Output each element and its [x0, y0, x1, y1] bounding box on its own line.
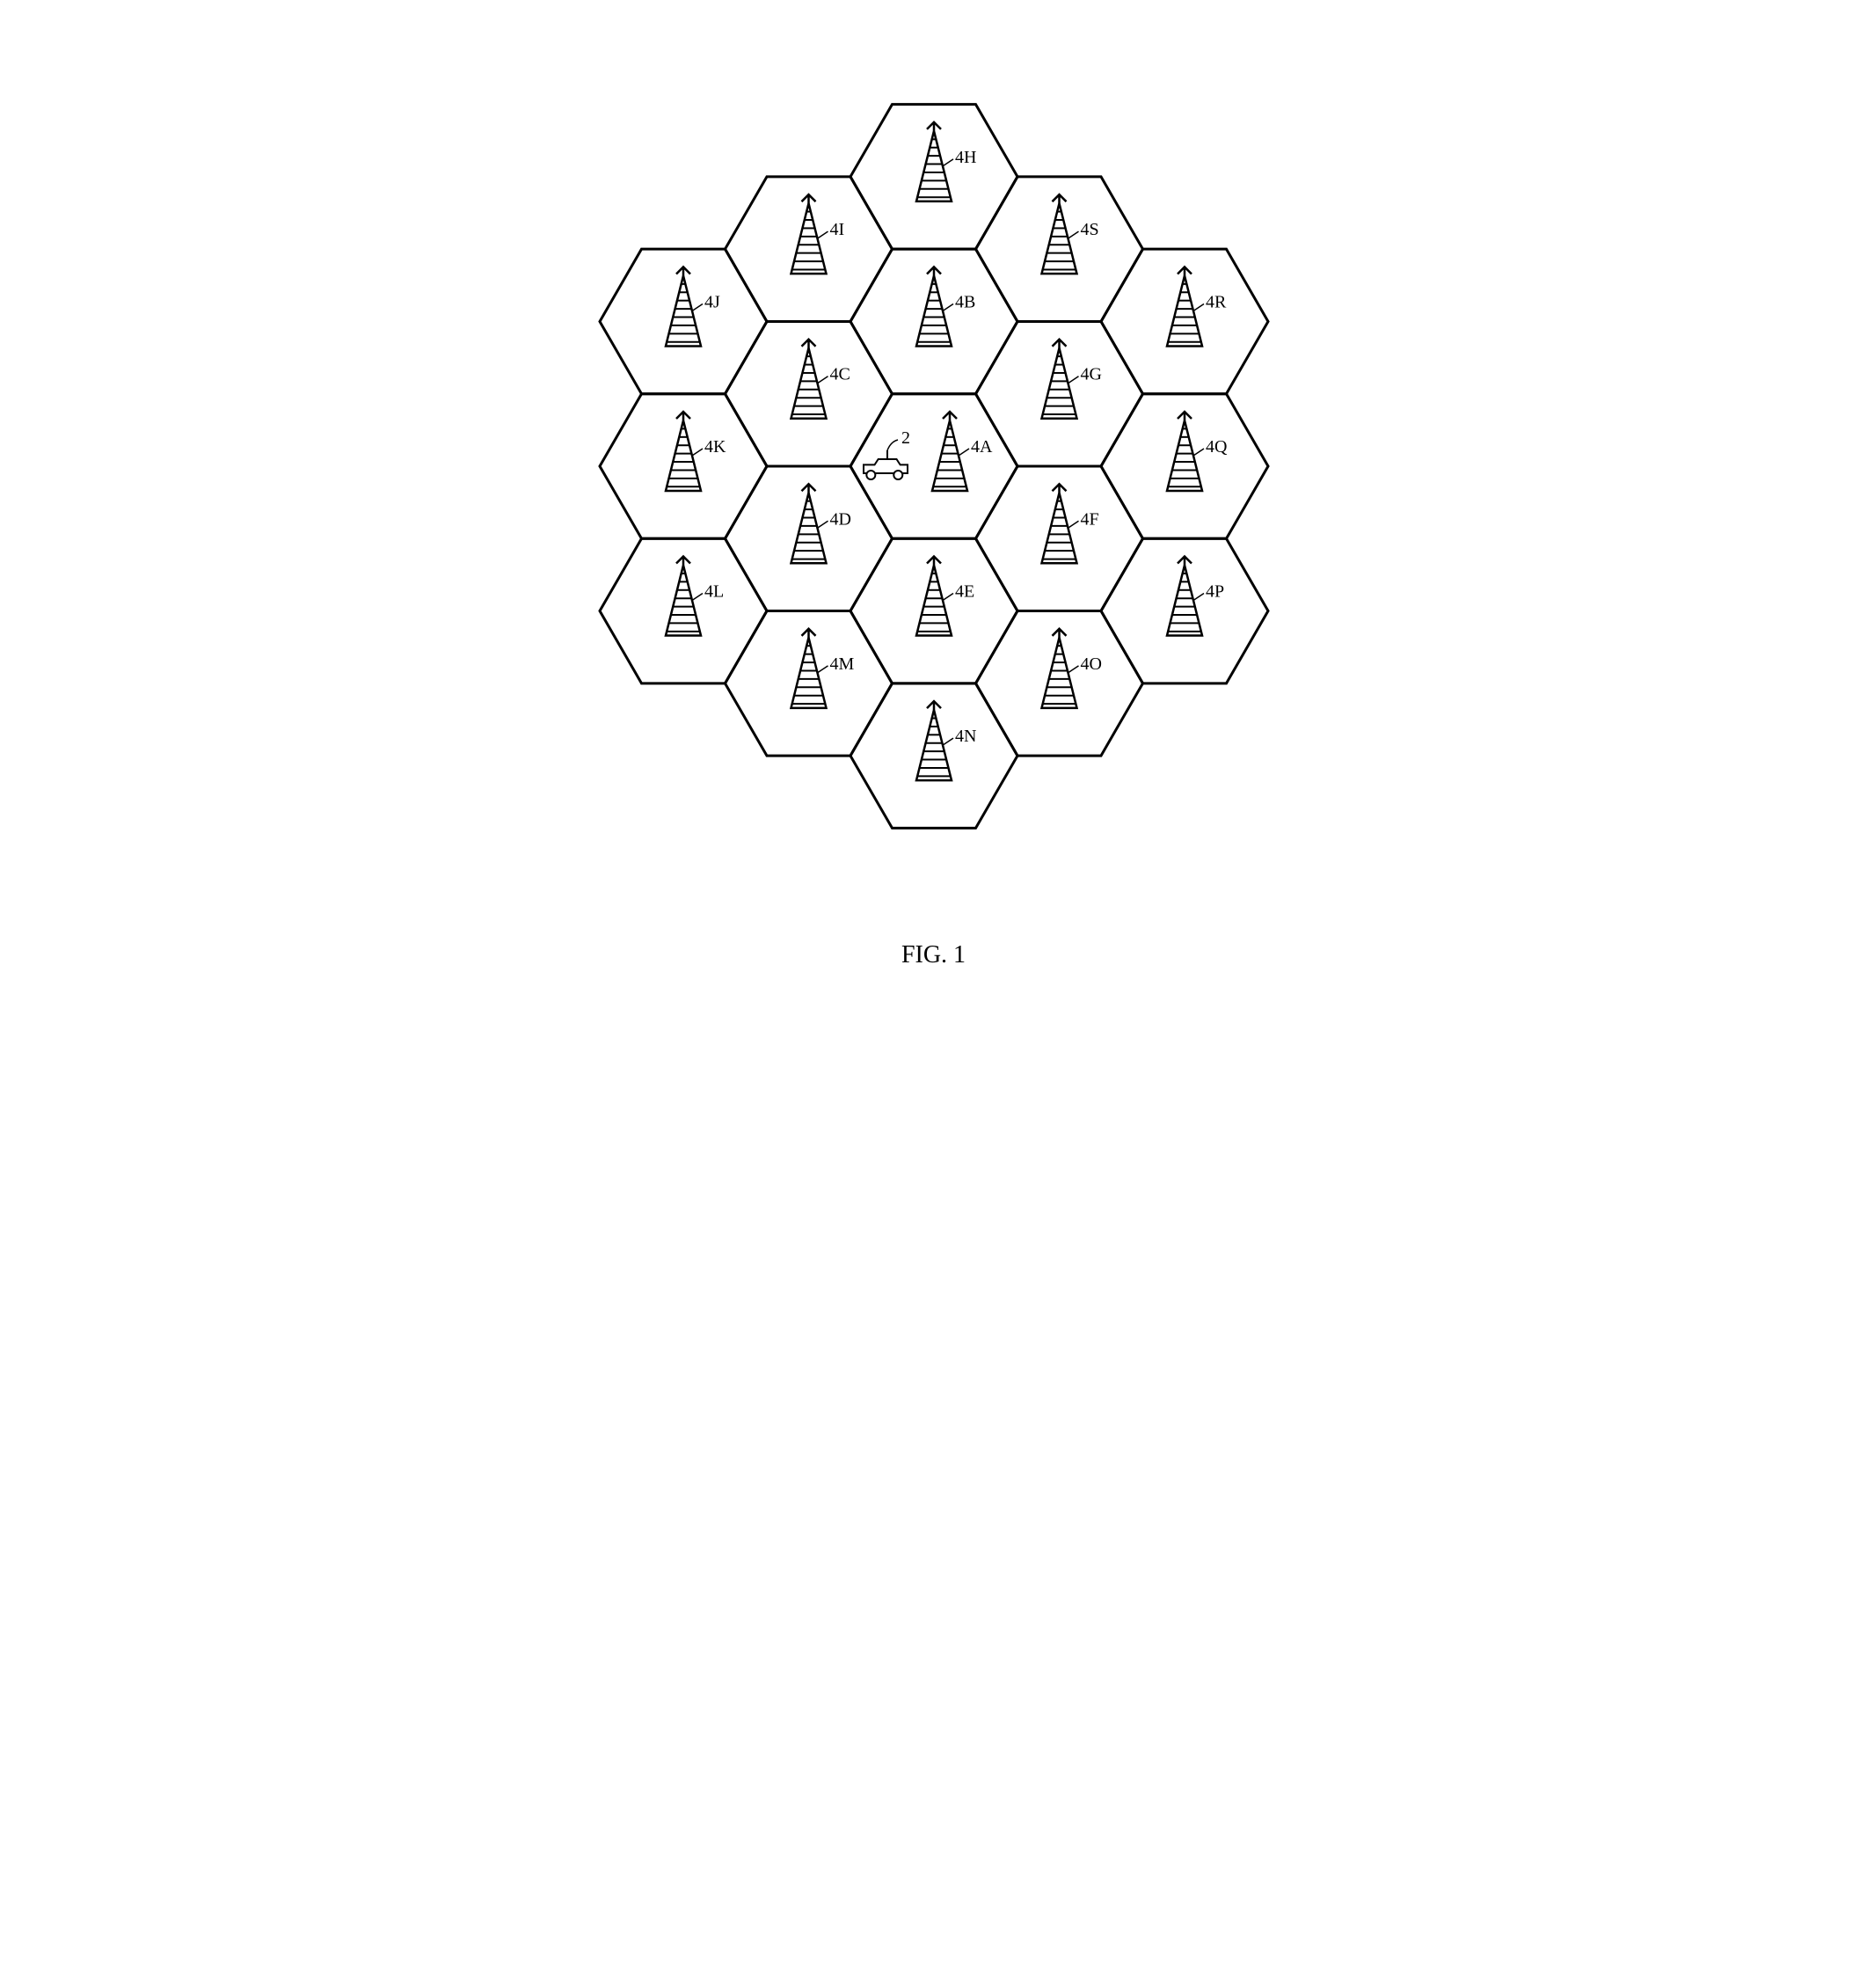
- cell-label-4I: 4I: [817, 220, 844, 239]
- cell-label-4A: 4A: [959, 437, 993, 457]
- svg-text:4F: 4F: [1080, 509, 1098, 529]
- tower-icon-4P: [1167, 557, 1202, 636]
- tower-icon-4E: [916, 557, 952, 636]
- tower-icon-4J: [666, 267, 701, 346]
- svg-text:4K: 4K: [704, 437, 726, 457]
- tower-icon-4C: [791, 340, 826, 419]
- tower-icon-4K: [666, 412, 701, 491]
- tower-icon-4R: [1167, 267, 1202, 346]
- svg-text:4I: 4I: [829, 220, 844, 239]
- tower-icon-4G: [1041, 340, 1076, 419]
- hex-grid-svg: 4A 2 4B 4C 4D 4E 4F 4G 4H 4I 4J 4K 4L 4M 4N 4O 4P 4Q 4R 4S: [494, 35, 1374, 915]
- cell-label-4N: 4N: [943, 727, 976, 746]
- svg-text:4E: 4E: [955, 582, 974, 602]
- svg-text:4P: 4P: [1206, 582, 1224, 602]
- svg-text:4O: 4O: [1080, 654, 1101, 674]
- cell-label-4R: 4R: [1193, 292, 1227, 311]
- tower-icon-4B: [916, 267, 952, 346]
- svg-text:4D: 4D: [829, 509, 850, 529]
- tower-icon-4S: [1041, 194, 1076, 274]
- svg-text:4C: 4C: [829, 365, 850, 384]
- cell-label-4Q: 4Q: [1193, 437, 1228, 457]
- svg-text:4G: 4G: [1080, 365, 1101, 384]
- cell-label-4S: 4S: [1068, 220, 1098, 239]
- svg-text:2: 2: [901, 428, 910, 448]
- tower-icon-4L: [666, 557, 701, 636]
- figure-caption: FIG. 1: [35, 941, 1832, 969]
- cell-label-4L: 4L: [692, 582, 724, 602]
- cell-label-4O: 4O: [1068, 654, 1101, 674]
- tower-icon-4I: [791, 194, 826, 274]
- tower-icon-4M: [791, 629, 826, 708]
- tower-icon-4A: [932, 412, 967, 491]
- tower-icon-4F: [1041, 484, 1076, 563]
- tower-icon-4O: [1041, 629, 1076, 708]
- cell-label-4G: 4G: [1068, 365, 1101, 384]
- svg-text:4Q: 4Q: [1206, 437, 1228, 457]
- svg-text:4H: 4H: [955, 148, 976, 167]
- car-icon: 2: [864, 428, 910, 479]
- svg-text:4A: 4A: [971, 437, 993, 457]
- svg-text:4R: 4R: [1206, 292, 1227, 311]
- cell-label-4K: 4K: [692, 437, 726, 457]
- cell-label-4B: 4B: [943, 292, 975, 311]
- cell-label-4P: 4P: [1193, 582, 1224, 602]
- svg-text:4L: 4L: [704, 582, 724, 602]
- tower-icon-4H: [916, 122, 952, 201]
- svg-text:4J: 4J: [704, 292, 720, 311]
- svg-text:4N: 4N: [955, 727, 976, 746]
- svg-text:4S: 4S: [1080, 220, 1098, 239]
- tower-icon-4Q: [1167, 412, 1202, 491]
- tower-icon-4D: [791, 484, 826, 563]
- svg-text:4M: 4M: [829, 654, 854, 674]
- cell-label-4D: 4D: [817, 509, 850, 529]
- cell-label-4M: 4M: [817, 654, 854, 674]
- cell-label-4J: 4J: [692, 292, 720, 311]
- cell-label-4F: 4F: [1068, 509, 1098, 529]
- cell-label-4H: 4H: [943, 148, 976, 167]
- cell-label-4E: 4E: [943, 582, 974, 602]
- tower-icon-4N: [916, 701, 952, 780]
- cell-label-4C: 4C: [817, 365, 850, 384]
- svg-text:4B: 4B: [955, 292, 975, 311]
- hex-cell-4A: [850, 394, 1017, 539]
- cellular-network-diagram: 4A 2 4B 4C 4D 4E 4F 4G 4H 4I 4J 4K 4L 4M 4N 4O 4P 4Q 4R 4S: [494, 35, 1374, 915]
